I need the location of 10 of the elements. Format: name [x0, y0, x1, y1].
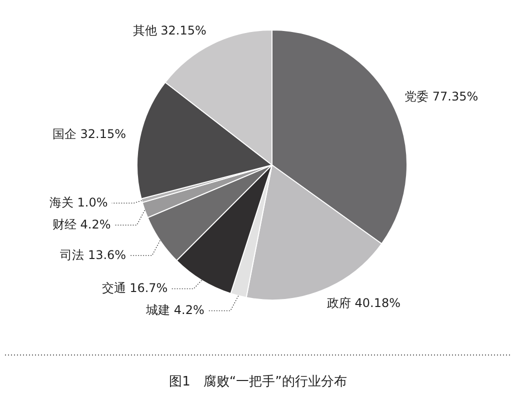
text: 图1 腐败“一把手”的行业分布 [169, 374, 347, 390]
slice-label: 其他 32.15% [132, 24, 206, 38]
slice-label: 交通 16.7% [102, 281, 168, 296]
slice-label: 司法 13.6% [60, 248, 126, 262]
slice-label: 城建 4.2% [145, 303, 204, 318]
slice-label: 财经 4.2% [52, 217, 111, 232]
slice-label: 国企 32.15% [52, 127, 126, 142]
slice-label: 党委 77.35% [404, 89, 478, 104]
slice-label: 海关 1.0% [49, 195, 108, 210]
slice-label: 政府 40.18% [326, 296, 401, 310]
